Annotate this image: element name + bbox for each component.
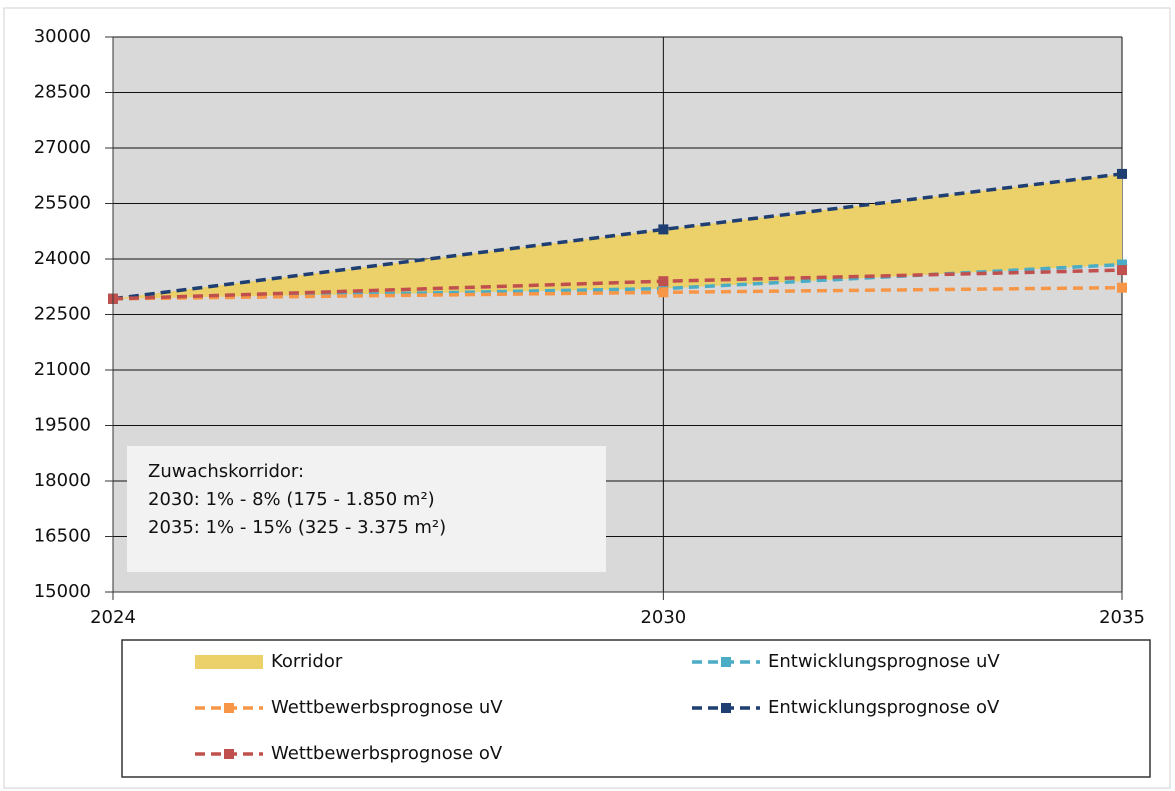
- y-tick-label: 15000: [34, 581, 91, 602]
- point: [1117, 168, 1127, 179]
- y-tick-label: 18000: [34, 470, 91, 491]
- annotation-text: 2030: 1% - 8% (175 - 1.850 m²): [148, 489, 435, 510]
- legend-marker: [224, 749, 234, 759]
- x-tick-label: 2035: [1099, 607, 1145, 628]
- legend-marker: [721, 657, 731, 667]
- point: [658, 276, 669, 287]
- x-tick-label: 2024: [90, 607, 136, 628]
- legend-label: Entwicklungsprognose uV: [768, 651, 1000, 672]
- point: [1117, 265, 1127, 276]
- y-tick-label: 22500: [34, 304, 91, 325]
- annotation-text: 2035: 1% - 15% (325 - 3.375 m²): [148, 517, 446, 538]
- legend-marker: [224, 703, 234, 713]
- marks: [108, 168, 1127, 304]
- annotation-box: [127, 446, 606, 572]
- legend-label: Entwicklungsprognose oV: [768, 697, 1000, 718]
- legend-marker: [721, 703, 731, 713]
- point: [658, 287, 669, 298]
- y-tick-label: 16500: [34, 526, 91, 547]
- legend-label: Wettbewerbsprognose oV: [271, 743, 503, 764]
- legend-swatch: [195, 655, 263, 669]
- y-tick-label: 25500: [34, 193, 91, 214]
- legend-label: Wettbewerbsprognose uV: [271, 697, 503, 718]
- point: [1117, 259, 1127, 270]
- point: [658, 224, 669, 235]
- y-tick-label: 21000: [34, 359, 91, 380]
- y-tick-label: 30000: [34, 26, 91, 47]
- point: [1117, 282, 1127, 293]
- legend-label: Korridor: [271, 651, 343, 672]
- annotation-text: Zuwachskorridor:: [148, 461, 304, 482]
- y-tick-label: 24000: [34, 248, 91, 269]
- series-line: [112, 172, 1123, 301]
- legend-box: [121, 639, 1151, 778]
- y-tick-label: 27000: [34, 137, 91, 158]
- y-tick-label: 28500: [34, 82, 91, 103]
- y-tick-label: 19500: [34, 415, 91, 436]
- corridor-area: [113, 173, 1122, 299]
- x-tick-label: 2030: [640, 607, 686, 628]
